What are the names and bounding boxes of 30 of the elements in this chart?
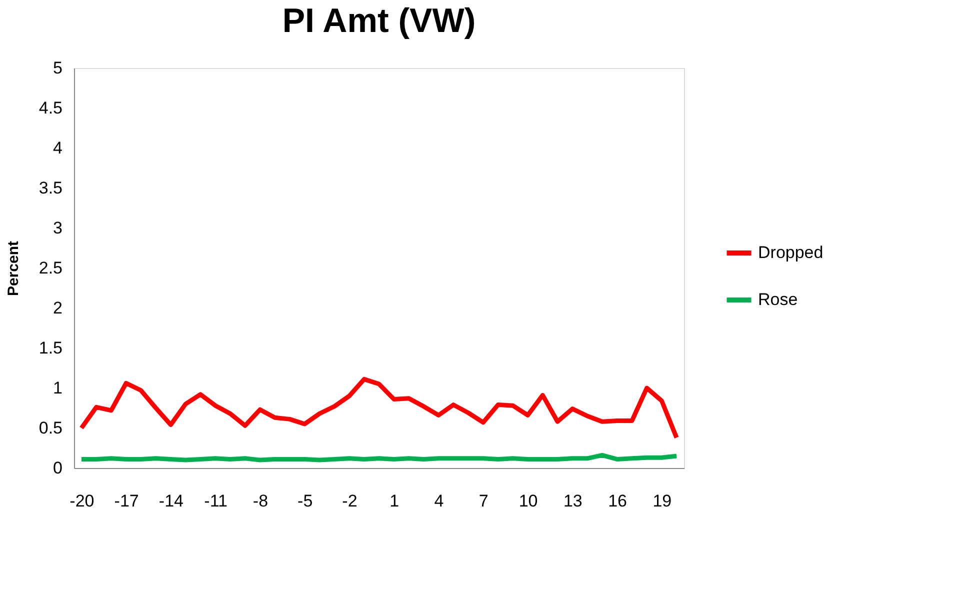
x-tick-label: -11	[204, 492, 228, 510]
x-tick-label: -14	[158, 492, 184, 510]
chart-title: PI Amt (VW)	[282, 2, 476, 40]
legend-label: Rose	[758, 290, 798, 309]
x-tick-label: 19	[652, 492, 672, 510]
y-tick-label: 3	[53, 218, 62, 238]
x-tick-label: -20	[70, 492, 94, 510]
x-tick-label: 4	[434, 492, 444, 510]
y-tick-label: 2.5	[38, 258, 62, 278]
x-tick-label: -5	[298, 492, 313, 510]
y-tick-label: 5	[53, 58, 62, 78]
line-series	[79, 376, 679, 440]
legend-label: Dropped	[758, 243, 824, 262]
y-tick-label: 0	[53, 458, 62, 478]
x-tick-label: -8	[252, 492, 268, 510]
x-tick-label: 1	[390, 492, 400, 510]
x-tick-label: 7	[478, 492, 488, 510]
y-tick-label: 2	[53, 298, 62, 318]
y-axis-title: Percent	[4, 240, 22, 296]
x-tick-label: 10	[518, 492, 538, 510]
y-tick-label: 1.5	[38, 338, 62, 358]
y-tick-label: 4.5	[38, 98, 62, 118]
y-tick-label: 4	[53, 138, 62, 158]
x-tick-label: 13	[563, 492, 582, 510]
x-tick-label: 16	[608, 492, 628, 510]
y-tick-label: 0.5	[38, 418, 62, 438]
y-tick-label: 3.5	[38, 178, 62, 198]
y-tick-label: 1	[53, 378, 62, 398]
x-tick-label: -17	[114, 492, 139, 510]
x-tick-label: -2	[342, 492, 358, 510]
